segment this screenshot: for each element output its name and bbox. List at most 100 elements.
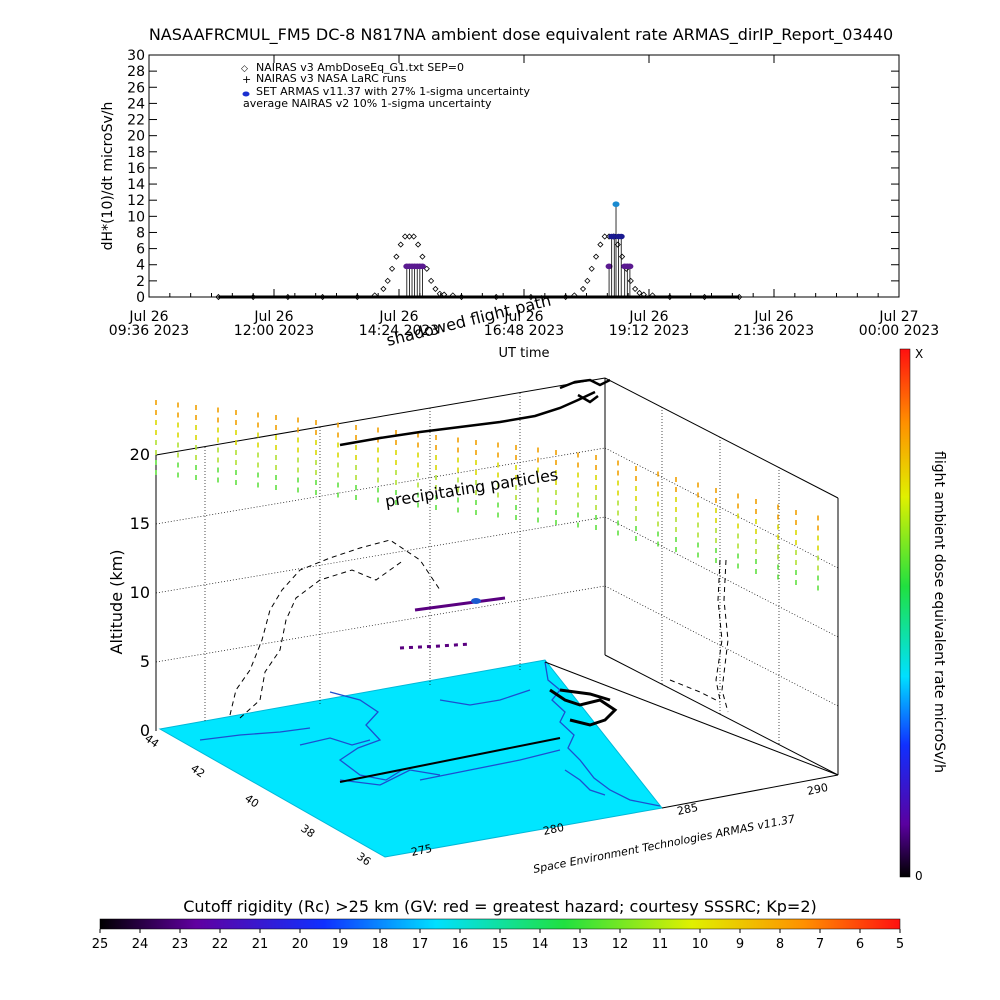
- chart-title: NASAAFRCMUL_FM5 DC-8 N817NA ambient dose…: [149, 25, 893, 45]
- legend: ◇ NAIRAS v3 AmbDoseEq_G1.txt SEP=0 + NAI…: [241, 61, 530, 110]
- nairas-v3-point: [402, 233, 409, 240]
- colorbar-tick-label: 24: [132, 937, 149, 952]
- y-tick-label: 28: [127, 64, 145, 80]
- nairas-v3-point: [428, 277, 435, 284]
- nairas-v3-point: [371, 292, 378, 299]
- armas-point: [617, 233, 625, 240]
- x-tick-label-date: Jul 26: [253, 309, 293, 325]
- y-tick-label: 8: [136, 225, 145, 241]
- y-tick-label: 10: [127, 209, 145, 225]
- nairas-v3-point: [579, 285, 587, 292]
- right-colorbar-bottom: 0: [915, 869, 923, 883]
- lat-tick-38: 38: [298, 822, 317, 841]
- x-tick-label-date: Jul 26: [503, 309, 543, 325]
- nairas-v3-point: [592, 253, 600, 260]
- nairas-v3-point: [284, 293, 291, 301]
- longitude-ticks: 275 280 285 290: [410, 781, 829, 859]
- nairas-v3-point: [384, 277, 391, 284]
- low-altitude-flight-path: [339, 688, 618, 783]
- nairas-v3-point: [380, 285, 387, 292]
- x-tick-label-time: 14:24 2023: [359, 323, 439, 339]
- nairas-v3-point: [250, 293, 257, 301]
- coastline-lines: [199, 661, 661, 807]
- x-tick-label-time: 00:00 2023: [859, 323, 939, 339]
- nairas-v3-point: [666, 293, 673, 301]
- nairas-v3-point: [640, 291, 647, 298]
- y-tick-label: 24: [127, 96, 145, 112]
- x-tick-label-time: 21:36 2023: [734, 323, 814, 339]
- colorbar-tick-label: 12: [612, 937, 629, 952]
- left-wall-grid: [155, 393, 606, 723]
- bottom-colorbar-title: Cutoff rigidity (Rc) >25 km (GV: red = g…: [183, 897, 817, 916]
- armas-point: [626, 263, 634, 270]
- alt-tick-15: 15: [130, 514, 150, 533]
- nairas-v3-point: [571, 292, 578, 299]
- mid-altitude-flight-path: [399, 596, 506, 650]
- x-tick-label-date: Jul 26: [628, 309, 668, 325]
- y-tick-label: 26: [127, 80, 145, 96]
- x-tick-label-time: 12:00 2023: [234, 323, 314, 339]
- armas-point: [612, 201, 620, 208]
- nairas-v3-point: [393, 253, 400, 260]
- legend-label-3: SET ARMAS v11.37 with 27% 1-sigma uncert…: [256, 85, 530, 98]
- legend-label-4: average NAIRAS v2 10% 1-sigma uncertaint…: [243, 97, 492, 110]
- nairas-v3-point: [493, 293, 500, 301]
- lat-tick-36: 36: [354, 850, 373, 869]
- colorbar-tick-label: 8: [776, 937, 784, 952]
- x-tick-label-date: Jul 26: [128, 309, 168, 325]
- altitude-ticks: 0 5 10 15 20: [130, 445, 150, 740]
- colorbar-tick-label: 13: [572, 937, 589, 952]
- lon-tick-275: 275: [410, 842, 433, 859]
- nairas-v3-point: [432, 285, 439, 292]
- right-colorbar-top: X: [915, 347, 923, 361]
- nairas-v3-point: [649, 292, 656, 299]
- nairas-v3-point: [619, 253, 626, 260]
- legend-label-1: NAIRAS v3 AmbDoseEq_G1.txt SEP=0: [256, 61, 464, 74]
- colorbar-tick-label: 11: [652, 937, 669, 952]
- armas-point: [605, 263, 613, 270]
- colorbar-tick-label: 10: [692, 937, 709, 952]
- cutoff-rigidity-colorbar: Cutoff rigidity (Rc) >25 km (GV: red = g…: [92, 897, 904, 952]
- y-tick-label: 2: [136, 274, 145, 290]
- nairas-v3-point: [449, 292, 456, 299]
- nairas-v3-point: [636, 289, 643, 297]
- y-tick-label: 18: [127, 145, 145, 161]
- colorbar-tick-label: 14: [532, 937, 549, 952]
- lon-tick-280: 280: [542, 821, 565, 838]
- nairas-v3-point: [388, 265, 396, 272]
- y-tick-label: 6: [136, 242, 145, 258]
- nairas-v3-point: [584, 277, 591, 284]
- nairas-v3-point: [458, 293, 465, 301]
- colorbar-tick-label: 19: [332, 937, 349, 952]
- bottom-colorbar-bar: [99, 918, 901, 930]
- colorbar-tick-label: 25: [92, 937, 109, 952]
- y-tick-label: 22: [127, 113, 145, 129]
- nairas-v3-point: [562, 293, 569, 301]
- alt-tick-5: 5: [140, 652, 150, 671]
- nairas-v3-point: [527, 293, 535, 301]
- alt-tick-10: 10: [130, 583, 150, 602]
- nairas-v3-point: [419, 253, 426, 260]
- colorbar-tick-label: 16: [452, 937, 469, 952]
- map-floor: [158, 659, 663, 858]
- y-tick-label: 14: [127, 177, 145, 193]
- y-tick-label: 4: [136, 258, 145, 274]
- right-colorbar-label: flight ambient dose equivalent rate micr…: [931, 451, 947, 773]
- y-tick-label: 20: [127, 129, 145, 145]
- nairas-v3-point: [588, 265, 595, 272]
- alt-tick-0: 0: [140, 721, 150, 740]
- annotation-precipitating-particles: precipitating particles: [384, 465, 560, 511]
- x-tick-label-time: 09:36 2023: [109, 323, 189, 339]
- x-tick-label-date: Jul 26: [378, 309, 418, 325]
- x-tick-label-time: 16:48 2023: [484, 323, 564, 339]
- legend-symbol-2: +: [242, 73, 251, 86]
- nairas-v3-point: [410, 233, 417, 240]
- altitude-label: Altitude (km): [107, 550, 126, 655]
- colorbar-tick-label: 23: [172, 937, 189, 952]
- legend-symbol-3: [242, 91, 250, 97]
- colorbar-tick-label: 7: [816, 937, 824, 952]
- x-tick-label-date: Jul 27: [878, 309, 918, 325]
